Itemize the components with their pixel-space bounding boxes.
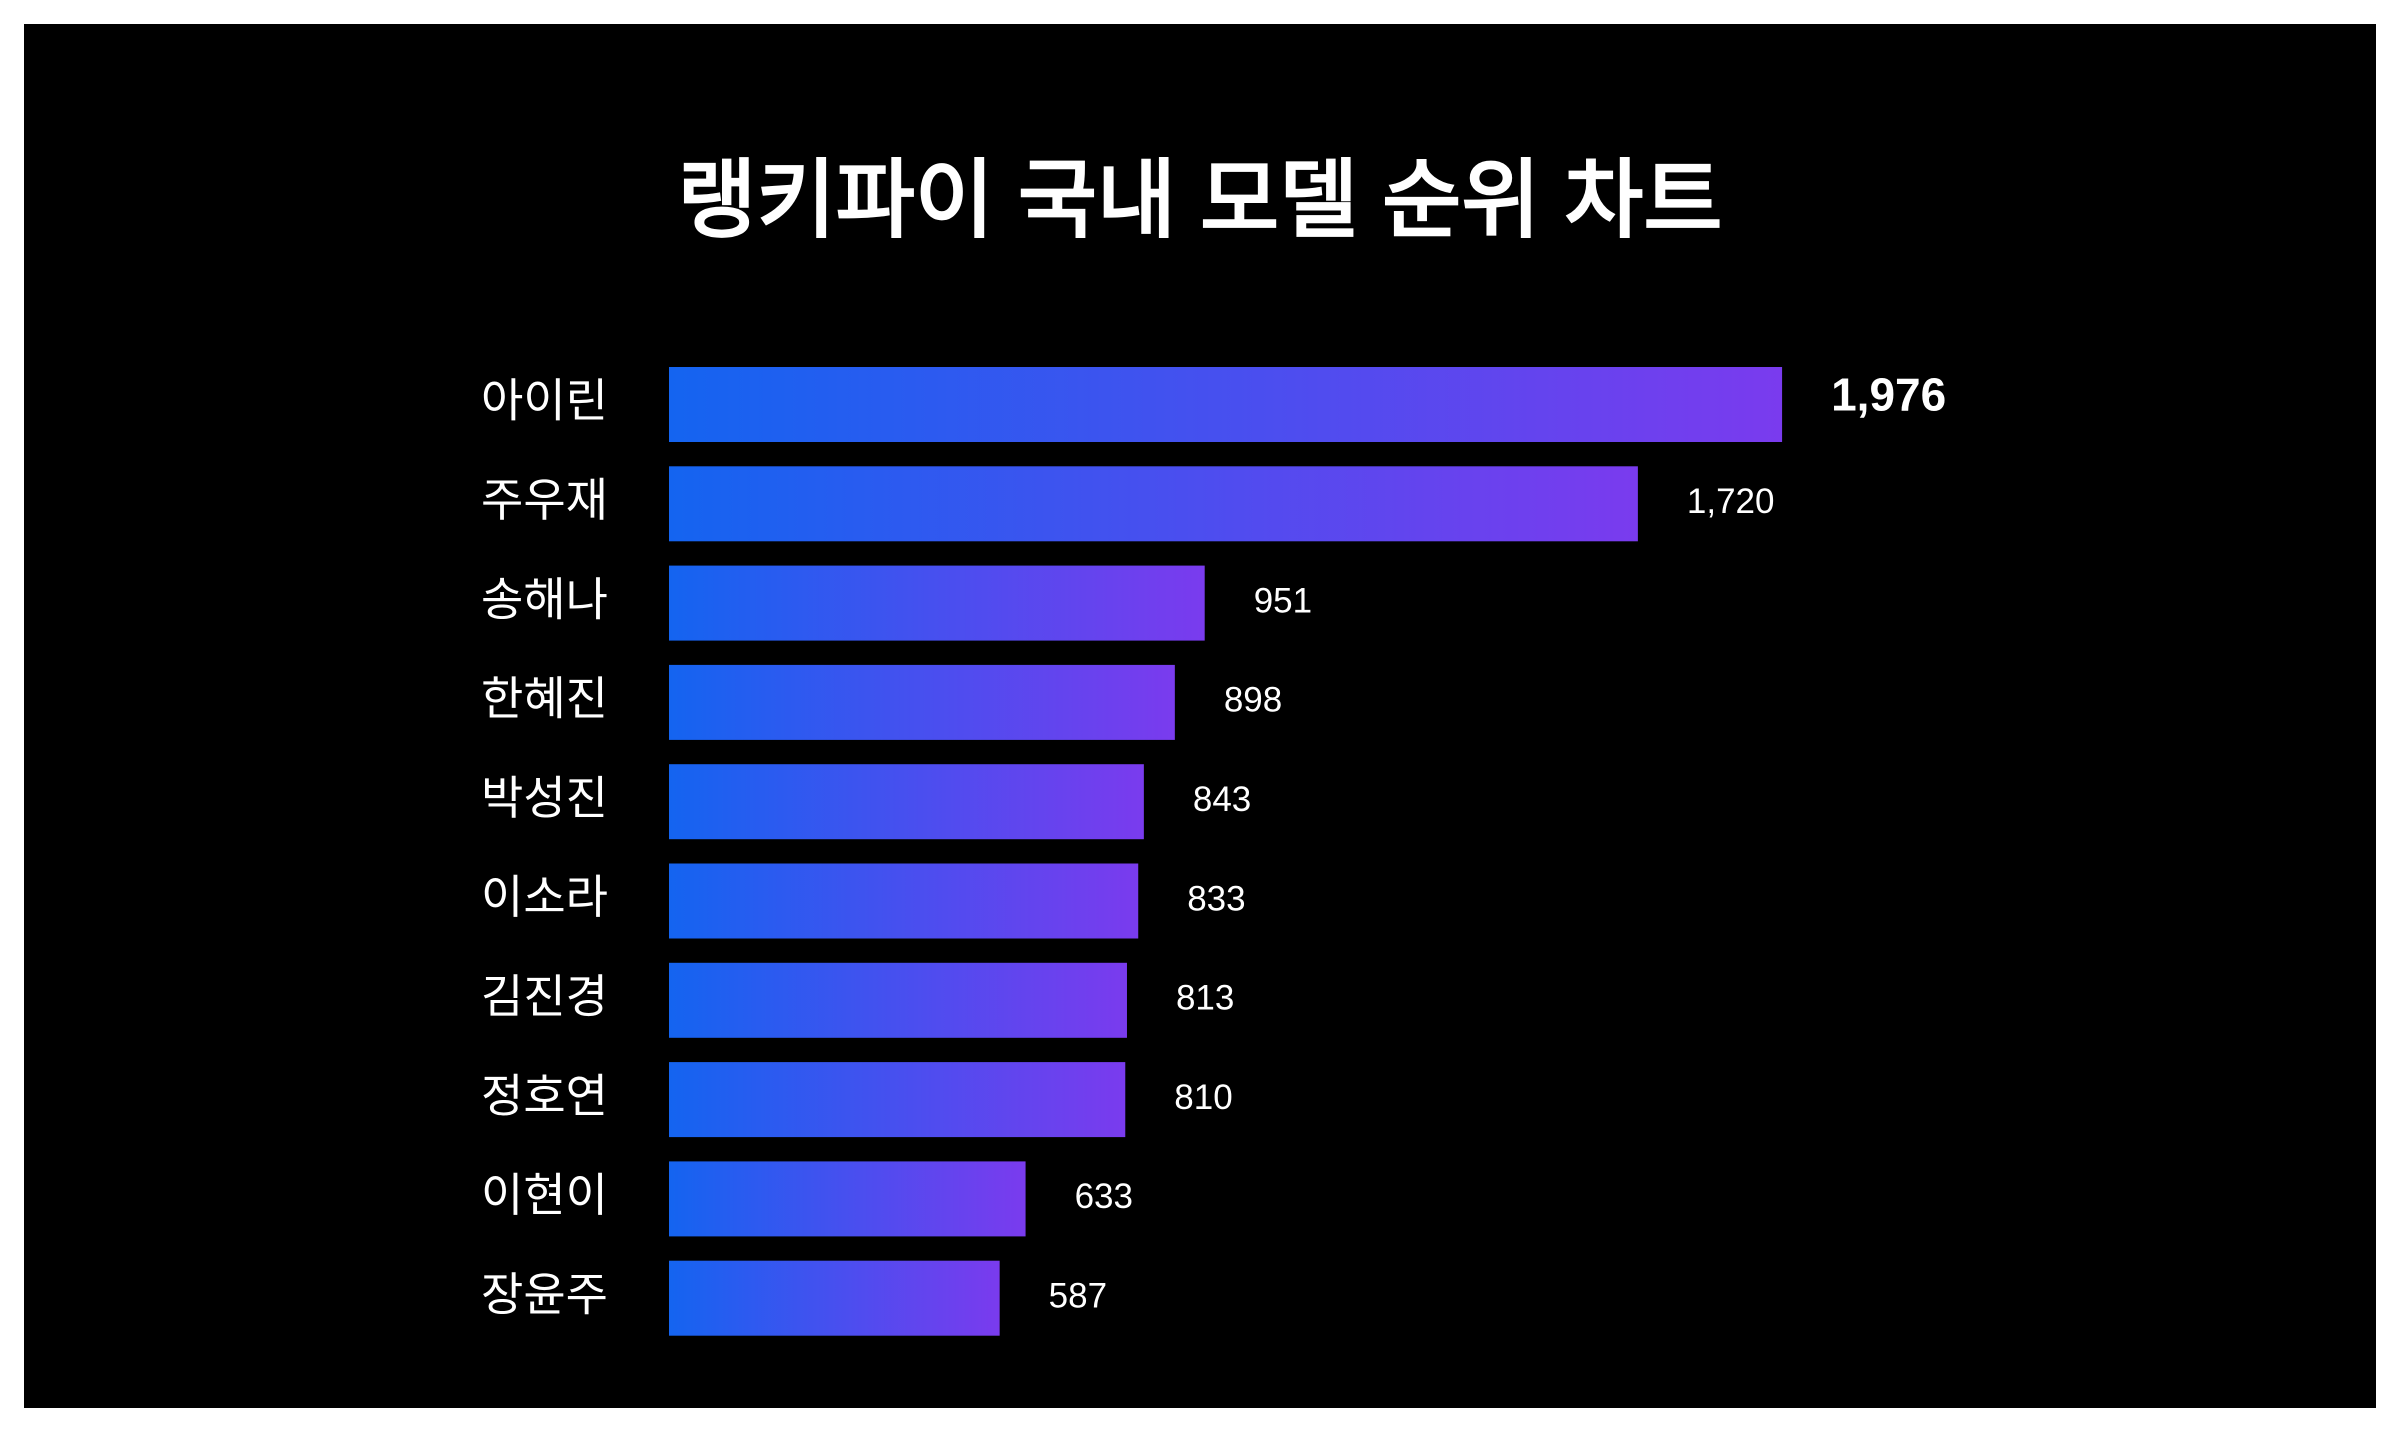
- category-label: 정호연: [481, 1070, 608, 1122]
- value-label: 810: [1174, 1078, 1232, 1117]
- value-label: 587: [1049, 1276, 1107, 1315]
- category-label: 송해나: [481, 573, 608, 625]
- category-label: 장윤주: [481, 1268, 608, 1320]
- bar: [669, 367, 1783, 442]
- bar: [669, 863, 1139, 939]
- value-label: 843: [1193, 780, 1251, 819]
- category-label: 주우재: [481, 474, 608, 526]
- bar: [669, 1161, 1026, 1237]
- category-label: 아이린: [481, 375, 608, 427]
- bar: [669, 764, 1144, 840]
- category-label: 이소라: [481, 871, 608, 923]
- bar: [669, 466, 1638, 542]
- value-label: 1,976: [1831, 369, 1946, 421]
- bar: [669, 1062, 1126, 1138]
- bar: [669, 565, 1205, 641]
- category-label: 박성진: [481, 772, 608, 824]
- value-label: 951: [1254, 581, 1312, 620]
- chart-title: 랭키파이 국내 모델 순위 차트: [677, 153, 1722, 249]
- value-label: 813: [1176, 979, 1234, 1018]
- bar: [669, 664, 1175, 740]
- value-label: 633: [1075, 1177, 1133, 1216]
- value-label: 833: [1187, 879, 1245, 918]
- value-label: 898: [1224, 681, 1282, 720]
- background: [24, 24, 2376, 1408]
- bar: [669, 962, 1127, 1038]
- bar: [669, 1260, 1000, 1336]
- category-label: 한혜진: [481, 673, 608, 725]
- category-label: 김진경: [481, 970, 608, 1022]
- category-label: 이현이: [481, 1169, 608, 1221]
- value-label: 1,720: [1687, 482, 1775, 521]
